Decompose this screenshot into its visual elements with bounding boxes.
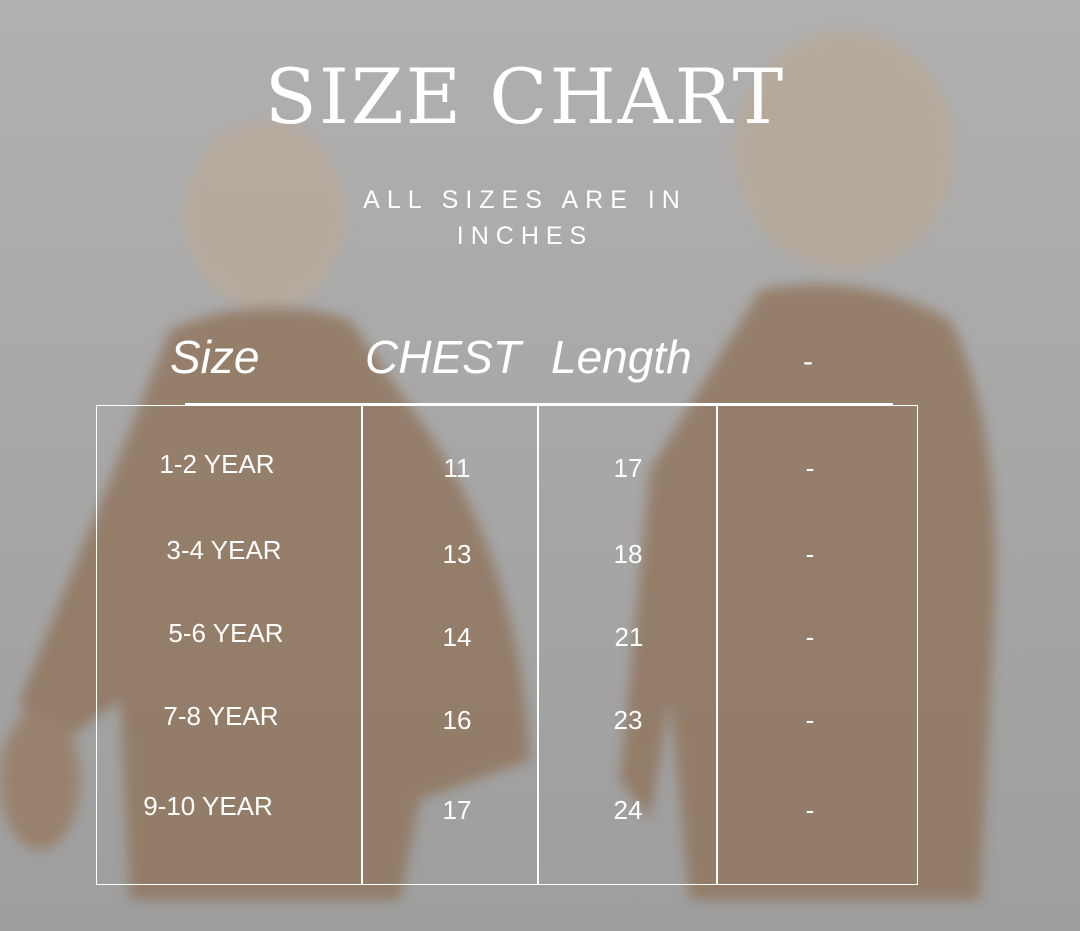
cell-extra: -: [805, 539, 815, 569]
cell-length: 17: [613, 453, 643, 483]
cell-size: 1-2 YEAR: [159, 449, 275, 479]
cell-extra: -: [805, 453, 815, 483]
cell-chest: 13: [442, 539, 472, 569]
cell-length: 23: [613, 705, 643, 735]
cell-size: 5-6 YEAR: [168, 618, 284, 648]
cell-length: 18: [613, 539, 643, 569]
cell-size: 7-8 YEAR: [163, 701, 279, 731]
cell-length: 24: [613, 795, 643, 825]
header-chest: CHEST: [365, 331, 521, 383]
cell-length: 21: [614, 622, 644, 652]
cell-extra: -: [805, 705, 815, 735]
cell-chest: 17: [442, 795, 472, 825]
cell-size: 3-4 YEAR: [166, 535, 282, 565]
header-size: Size: [170, 331, 260, 383]
cell-chest: 14: [442, 622, 472, 652]
header-length: Length: [551, 331, 692, 383]
column-divider: [716, 405, 718, 885]
cell-chest: 16: [442, 705, 472, 735]
header-divider: [185, 403, 893, 405]
cell-extra: -: [805, 622, 815, 652]
cell-extra: -: [805, 795, 815, 825]
cell-chest: 11: [443, 453, 471, 483]
units-note-line2: INCHES: [456, 222, 594, 250]
column-divider: [537, 405, 539, 885]
units-note: ALL SIZES ARE IN INCHES: [300, 182, 750, 254]
cell-size: 9-10 YEAR: [143, 791, 273, 821]
column-divider: [361, 405, 363, 885]
header-extra: -: [803, 345, 813, 378]
size-table: [96, 405, 918, 885]
page-title: SIZE CHART: [264, 52, 786, 141]
units-note-line1: ALL SIZES ARE IN: [363, 186, 687, 214]
